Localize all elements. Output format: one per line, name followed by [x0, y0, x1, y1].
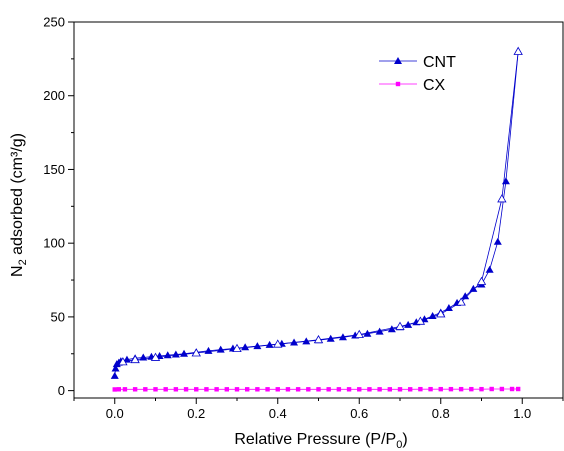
- cnt-desorption-point: [118, 357, 128, 366]
- cnt-desorption-line: [122, 51, 519, 363]
- cnt-adsorption-point: [461, 292, 470, 300]
- cnt-adsorption-point: [241, 343, 250, 351]
- x-tick-label: 0.8: [432, 406, 450, 421]
- cx-data-point: [479, 386, 484, 392]
- cx-data-point: [275, 387, 280, 392]
- cnt-desorption-point: [456, 297, 466, 306]
- cnt-adsorption-point: [501, 177, 510, 185]
- cnt-desorption-point: [273, 339, 283, 348]
- x-axis-title: Relative Pressure (P/P0): [234, 431, 407, 451]
- y-tick-label: 150: [43, 162, 65, 177]
- cx-data-point: [255, 387, 260, 392]
- cx-data-point: [224, 387, 230, 392]
- cx-data-point: [509, 386, 515, 392]
- cx-data-point: [377, 387, 382, 392]
- cnt-adsorption-point: [394, 57, 402, 64]
- cx-data-point: [326, 387, 331, 392]
- x-axis-ticks: 0.0 0.2 0.4 0.6 0.8 1.0: [73, 398, 564, 421]
- cx-data-point: [143, 387, 148, 392]
- cnt-desorption-point: [354, 329, 364, 338]
- cnt-adsorption-point: [469, 284, 478, 292]
- legend-label: CNT: [423, 54, 456, 71]
- cnt-desorption-point: [415, 316, 426, 325]
- cnt-adsorption-point: [444, 304, 453, 312]
- y-tick-label: 200: [43, 88, 65, 103]
- cx-data-point: [316, 387, 321, 392]
- cnt-desorption-point: [436, 309, 446, 318]
- cnt-adsorption-point: [387, 325, 396, 333]
- cx-data-point: [116, 387, 122, 392]
- cx-data-point: [173, 387, 179, 392]
- cnt-adsorption-line: [114, 51, 519, 376]
- cx-data-point: [395, 81, 401, 87]
- cx-data-point: [489, 386, 494, 392]
- cx-data-point: [448, 386, 454, 392]
- y-axis-title: N2 adsorbed (cm³/g): [9, 133, 29, 277]
- cx-data-point: [214, 387, 219, 392]
- cx-data-point: [357, 387, 362, 392]
- cnt-adsorption-point: [375, 327, 384, 335]
- y-tick-label: 250: [43, 15, 65, 30]
- cx-data-point: [306, 387, 311, 392]
- cx-data-point: [163, 387, 168, 392]
- cx-data-point: [265, 387, 270, 392]
- cx-data-point: [428, 386, 433, 392]
- cnt-adsorption-point: [180, 349, 189, 357]
- cnt-desorption-point: [395, 321, 405, 330]
- cx-data-point: [244, 387, 250, 392]
- cnt-desorption-point: [476, 276, 487, 285]
- cx-data-point: [387, 387, 393, 392]
- cx-data-point: [499, 386, 505, 392]
- cnt-desorption-point: [497, 194, 507, 203]
- cx-data-point: [367, 387, 372, 392]
- cx-data-point: [122, 387, 128, 392]
- x-tick-label: 1.0: [513, 406, 531, 421]
- cnt-adsorption-point: [111, 364, 120, 372]
- cx-data-point: [204, 387, 209, 392]
- cnt-desorption-point: [513, 46, 523, 55]
- cx-data-point: [397, 387, 403, 392]
- cx-data-point: [346, 387, 352, 392]
- cnt-desorption-point: [232, 343, 242, 353]
- cx-data-point: [285, 387, 291, 392]
- cx-data-point: [458, 386, 464, 392]
- cx-data-point: [418, 386, 423, 392]
- cnt-adsorption-point: [265, 340, 274, 348]
- cx-data-point: [336, 387, 342, 392]
- cx-data-point: [183, 387, 189, 392]
- cnt-adsorption-point: [485, 265, 494, 273]
- x-tick-label: 0.6: [350, 406, 368, 421]
- x-tick-label: 0.4: [269, 406, 287, 421]
- y-axis-ticks: 0 50 100 150 200 250: [43, 15, 74, 398]
- cx-data-point: [407, 387, 413, 392]
- legend-label: CX: [423, 77, 446, 94]
- cx-data-point: [295, 387, 301, 392]
- cnt-adsorption-point: [493, 237, 502, 245]
- cnt-desorption-point: [191, 348, 201, 357]
- cx-data-point: [153, 387, 158, 392]
- y-tick-label: 50: [51, 309, 65, 324]
- cnt-adsorption-point: [253, 342, 262, 350]
- cx-data-point: [234, 387, 240, 392]
- x-tick-label: 0.2: [187, 406, 205, 421]
- cnt-adsorption-point: [110, 371, 119, 379]
- cnt-desorption-point: [150, 352, 161, 361]
- cx-data-point: [194, 387, 199, 392]
- cx-data-point: [438, 386, 443, 392]
- cx-data-point: [112, 387, 117, 392]
- x-tick-label: 0.0: [106, 406, 124, 421]
- cx-data-point: [469, 386, 474, 392]
- cnt-desorption-point: [130, 354, 140, 364]
- series-layer: [110, 46, 523, 392]
- y-tick-label: 100: [43, 236, 65, 251]
- y-tick-label: 0: [58, 383, 65, 398]
- cx-data-point: [132, 387, 138, 392]
- legend: CNT CX: [379, 54, 456, 94]
- cnt-desorption-point: [313, 334, 324, 344]
- cx-data-point: [515, 386, 521, 392]
